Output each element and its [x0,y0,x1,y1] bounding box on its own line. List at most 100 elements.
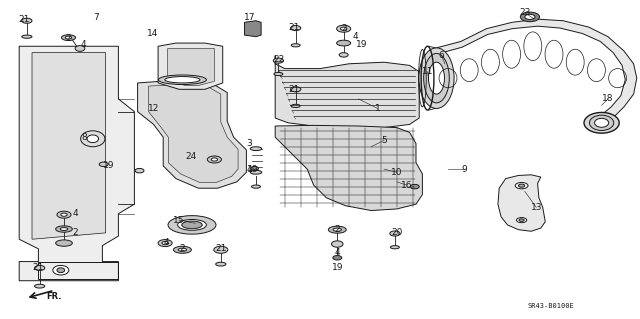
Text: 2: 2 [180,244,185,253]
Ellipse shape [216,262,226,266]
Text: 19: 19 [103,161,115,170]
Text: 12: 12 [148,104,159,113]
Ellipse shape [214,246,228,253]
Ellipse shape [339,53,348,57]
Ellipse shape [518,184,525,187]
Ellipse shape [584,113,619,133]
Text: 16: 16 [401,181,412,189]
Ellipse shape [340,27,347,30]
Ellipse shape [328,226,346,233]
Ellipse shape [165,77,200,83]
Text: 21: 21 [289,85,300,94]
Ellipse shape [173,246,191,253]
Ellipse shape [60,228,68,230]
Ellipse shape [291,44,300,47]
Ellipse shape [291,104,300,108]
Ellipse shape [291,26,301,31]
Ellipse shape [251,167,259,170]
Text: 2: 2 [335,225,340,234]
Ellipse shape [515,182,528,189]
Text: 4: 4 [353,32,358,41]
Text: 14: 14 [147,29,158,38]
Ellipse shape [291,87,301,92]
Ellipse shape [589,115,614,130]
Ellipse shape [35,265,45,271]
Ellipse shape [162,241,168,245]
Polygon shape [275,125,422,211]
Ellipse shape [81,131,105,147]
Ellipse shape [22,18,32,23]
Ellipse shape [390,246,399,249]
Polygon shape [275,56,419,128]
Polygon shape [436,19,637,126]
Text: 2: 2 [66,34,71,43]
Ellipse shape [429,62,445,94]
Ellipse shape [332,241,343,247]
Text: 11: 11 [422,67,433,76]
Polygon shape [244,21,261,37]
Ellipse shape [61,213,67,216]
Text: 18: 18 [602,94,614,103]
Ellipse shape [419,48,454,108]
Text: 4: 4 [335,248,340,256]
Text: 15: 15 [173,216,185,225]
Ellipse shape [410,184,419,189]
Ellipse shape [274,72,283,76]
Text: 19: 19 [356,40,367,49]
Ellipse shape [56,226,72,232]
Ellipse shape [211,158,218,161]
Text: 2: 2 [341,24,346,33]
Ellipse shape [158,240,172,247]
Polygon shape [158,43,223,89]
Polygon shape [138,80,246,188]
Text: 17: 17 [244,13,255,22]
Ellipse shape [337,40,351,46]
Polygon shape [19,46,134,281]
Text: FR.: FR. [46,292,61,300]
Text: 24: 24 [185,152,196,161]
Ellipse shape [250,170,262,174]
Text: 21: 21 [33,263,44,272]
Text: 4: 4 [164,238,169,247]
Ellipse shape [337,25,351,32]
Text: 5: 5 [381,136,387,145]
Text: 22: 22 [273,55,285,63]
Ellipse shape [35,284,45,288]
Ellipse shape [22,35,32,38]
Ellipse shape [250,147,262,151]
Ellipse shape [56,240,72,246]
Ellipse shape [273,58,284,63]
Ellipse shape [595,118,609,127]
Ellipse shape [424,54,449,103]
Ellipse shape [99,162,108,167]
Polygon shape [148,84,238,182]
Text: 4: 4 [247,165,252,174]
Ellipse shape [182,221,202,229]
Ellipse shape [65,36,72,39]
Text: 13: 13 [531,203,542,212]
Ellipse shape [178,248,187,251]
Polygon shape [32,53,106,239]
Text: 21: 21 [19,15,30,24]
Ellipse shape [76,46,85,51]
Text: 9: 9 [461,165,467,174]
Text: 3: 3 [247,139,252,148]
Ellipse shape [178,219,206,230]
Text: SR43-B0100E: SR43-B0100E [527,303,574,309]
Text: 20: 20 [391,228,403,237]
Text: 10: 10 [391,168,403,177]
Ellipse shape [52,265,69,275]
Text: 19: 19 [332,263,343,272]
Text: 7: 7 [93,13,99,22]
Ellipse shape [158,75,206,85]
Ellipse shape [57,211,71,218]
Polygon shape [168,48,214,85]
Text: 4: 4 [73,209,78,218]
Ellipse shape [390,231,400,236]
Text: 2: 2 [73,228,78,237]
Ellipse shape [61,35,76,41]
Ellipse shape [135,168,144,173]
Text: 8: 8 [82,133,87,142]
Text: 6: 6 [439,51,444,60]
Text: 23: 23 [519,8,531,17]
